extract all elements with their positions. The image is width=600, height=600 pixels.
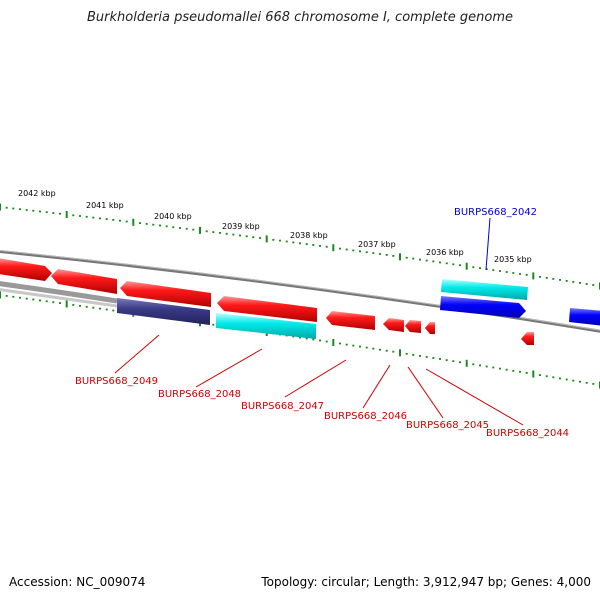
- gene-label[interactable]: BURPS668_2049: [75, 376, 158, 387]
- gene-feature[interactable]: [521, 332, 534, 345]
- gene-feature[interactable]: [120, 281, 211, 307]
- gene-feature[interactable]: [0, 258, 52, 281]
- label-leader-line: [362, 364, 391, 409]
- gene-feature[interactable]: [383, 318, 404, 332]
- kbp-label: 2040 kbp: [154, 212, 192, 221]
- label-leader-line: [425, 368, 524, 426]
- label-leader-line: [195, 348, 263, 388]
- gene-feature[interactable]: [326, 311, 375, 330]
- gene-label[interactable]: BURPS668_2042: [454, 207, 537, 218]
- kbp-label: 2035 kbp: [494, 255, 532, 264]
- gene-label[interactable]: BURPS668_2044: [486, 428, 569, 439]
- kbp-label: 2036 kbp: [426, 248, 464, 257]
- genome-backbone: [0, 250, 600, 333]
- gene-feature[interactable]: [117, 298, 210, 325]
- genome-summary-text: Topology: circular; Length: 3,912,947 bp…: [261, 575, 591, 589]
- label-leader-line: [114, 334, 160, 374]
- label-leader-line: [407, 366, 444, 419]
- kbp-label: 2039 kbp: [222, 222, 260, 231]
- gene-feature[interactable]: [51, 269, 117, 294]
- gene-feature[interactable]: [425, 322, 435, 334]
- gene-label[interactable]: BURPS668_2048: [158, 389, 241, 400]
- gene-label[interactable]: BURPS668_2046: [324, 411, 407, 422]
- gene-label[interactable]: BURPS668_2047: [241, 401, 324, 412]
- label-leader-line: [485, 217, 491, 271]
- accession-text: Accession: NC_009074: [9, 575, 146, 589]
- kbp-label: 2038 kbp: [290, 231, 328, 240]
- gene-feature[interactable]: [441, 279, 528, 300]
- kbp-label: 2037 kbp: [358, 240, 396, 249]
- gene-feature[interactable]: [405, 320, 421, 333]
- inner-grey-arc: [0, 281, 118, 304]
- map-title: Burkholderia pseudomallei 668 chromosome…: [86, 10, 514, 25]
- label-leader-line: [284, 359, 347, 398]
- kbp-label: 2042 kbp: [18, 189, 56, 198]
- gene-feature[interactable]: [569, 308, 600, 326]
- gene-feature[interactable]: [440, 296, 526, 318]
- gene-feature[interactable]: [216, 313, 316, 339]
- inner-grey-arc-light: [0, 288, 118, 308]
- gene-feature[interactable]: [217, 296, 317, 322]
- outer-scale-ticks: [0, 203, 600, 290]
- gene-label[interactable]: BURPS668_2045: [406, 420, 489, 431]
- kbp-label: 2041 kbp: [86, 201, 124, 210]
